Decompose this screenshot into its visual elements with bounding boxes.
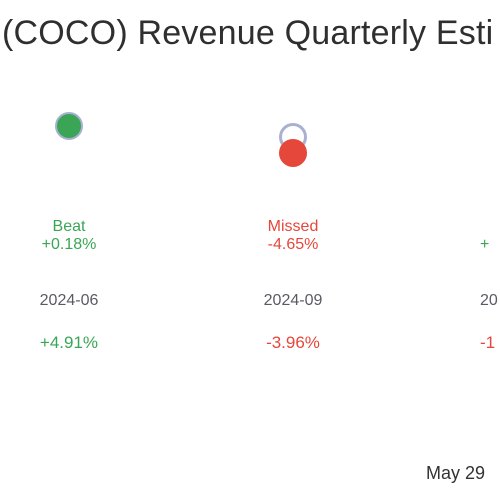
result-label: Missed (267, 218, 319, 235)
yoy-label: -3.96% (266, 333, 320, 352)
yoy-label: -1 (480, 333, 496, 352)
period-label: 20 (480, 292, 498, 309)
surprise-label: + (480, 236, 490, 253)
yoy-label: +4.91% (39, 333, 99, 352)
result-label: Beat (52, 218, 86, 235)
period-label: 2024-06 (39, 292, 99, 309)
surprise-label: -4.65% (267, 236, 319, 253)
actual-point (279, 139, 307, 167)
date-label: May 29 (426, 463, 486, 483)
chart-title: (COCO) Revenue Quarterly Esti (2, 14, 494, 52)
actual-point (55, 112, 83, 140)
surprise-label: +0.18% (41, 236, 97, 253)
quarter-column-3: + 20 -1 (480, 0, 500, 500)
period-label: 2024-09 (263, 292, 323, 309)
quarter-column-1: Beat +0.18% 2024-06 +4.91% (0, 0, 169, 500)
quarter-column-2: Missed -4.65% 2024-09 -3.96% (193, 0, 393, 500)
